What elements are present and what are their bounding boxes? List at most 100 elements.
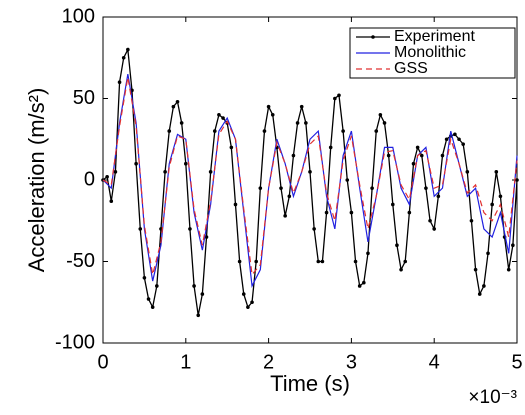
data-point: [291, 153, 296, 158]
data-point: [109, 199, 114, 203]
x-tick-label: 3: [346, 351, 357, 373]
data-point: [142, 276, 147, 280]
series-line: [102, 77, 518, 276]
data-point: [250, 300, 254, 305]
data-point: [349, 210, 354, 215]
data-point: [287, 194, 292, 199]
data-point: [304, 121, 308, 125]
data-point: [382, 121, 387, 125]
legend-label: Monolithic: [394, 44, 466, 61]
data-point: [428, 218, 432, 223]
data-point: [184, 161, 188, 166]
data-point: [279, 186, 283, 190]
data-point: [511, 243, 515, 247]
data-point: [121, 55, 126, 60]
data-point: [308, 170, 312, 174]
data-point: [506, 267, 511, 272]
series-line: [102, 47, 518, 316]
data-point: [320, 259, 325, 264]
y-tick-label: 0: [84, 168, 95, 190]
data-point: [316, 259, 321, 264]
data-point: [188, 227, 192, 231]
data-point: [453, 132, 457, 137]
data-point: [333, 96, 337, 101]
x-tick-label: 5: [511, 351, 522, 373]
data-point: [237, 259, 242, 264]
data-point: [391, 202, 395, 207]
data-point: [411, 161, 416, 166]
y-tick-label: -100: [55, 331, 95, 353]
data-point: [461, 142, 465, 146]
data-point: [299, 104, 304, 109]
data-point: [105, 174, 109, 179]
data-point: [134, 161, 138, 166]
y-tick-label: 100: [62, 5, 95, 27]
data-point: [175, 99, 180, 104]
data-point: [415, 145, 420, 150]
data-point: [295, 121, 300, 125]
data-point: [138, 227, 143, 231]
data-point: [328, 145, 333, 150]
data-point: [370, 186, 374, 190]
x-tick-label: 4: [429, 351, 440, 373]
data-point: [192, 284, 196, 288]
data-point: [262, 129, 267, 133]
data-point: [436, 194, 441, 199]
data-point: [258, 186, 263, 190]
data-point: [117, 80, 122, 84]
data-point: [465, 170, 470, 174]
legend-label: GSS: [394, 60, 428, 77]
data-point: [126, 47, 130, 52]
data-point: [432, 227, 437, 231]
data-point: [353, 259, 358, 264]
data-point: [254, 259, 258, 264]
data-point: [229, 145, 234, 150]
data-point: [440, 153, 445, 158]
data-point: [494, 170, 499, 174]
data-point: [473, 267, 478, 272]
data-point: [283, 214, 287, 218]
data-point: [200, 292, 205, 296]
data-point: [498, 194, 503, 199]
data-point: [407, 210, 412, 215]
data-point: [366, 251, 370, 256]
data-point: [362, 280, 366, 285]
data-point: [341, 129, 345, 133]
data-point: [270, 113, 275, 117]
data-point: [477, 292, 482, 296]
data-point: [167, 129, 172, 133]
data-point: [490, 202, 494, 207]
data-point: [482, 284, 486, 288]
data-point: [113, 170, 118, 174]
data-point: [444, 137, 449, 142]
data-point: [357, 284, 362, 288]
data-point: [337, 93, 341, 98]
data-point: [208, 170, 213, 174]
data-point: [204, 235, 209, 239]
data-point: [374, 129, 379, 133]
x-multiplier: ×10⁻³: [468, 387, 517, 408]
data-point: [486, 251, 490, 256]
data-point: [221, 116, 225, 120]
data-point: [217, 113, 221, 117]
data-point: [241, 292, 246, 296]
data-point: [150, 305, 155, 309]
x-tick-label: 2: [263, 351, 274, 373]
data-point: [403, 259, 408, 264]
x-tick-label: 0: [97, 351, 108, 373]
x-axis-label: Time (s): [270, 371, 350, 396]
data-point: [155, 284, 159, 288]
data-point: [395, 243, 399, 247]
data-point: [324, 210, 329, 215]
data-point: [312, 227, 316, 231]
data-point: [233, 202, 238, 207]
y-tick-label: -50: [66, 250, 95, 272]
legend-marker: [371, 35, 375, 39]
y-tick-label: 50: [73, 87, 95, 109]
data-point: [146, 297, 151, 301]
data-point: [266, 104, 271, 109]
series-line: [102, 73, 518, 289]
data-point: [179, 121, 184, 125]
x-tick-label: 1: [180, 351, 191, 373]
